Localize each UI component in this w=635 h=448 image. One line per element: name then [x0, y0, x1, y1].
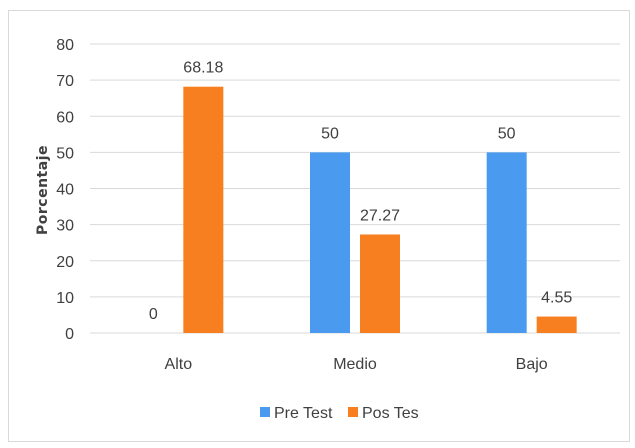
- data-label: 0: [149, 306, 158, 323]
- data-labels: 0 68.18 50 27.27 50 4.55: [149, 60, 572, 323]
- bars: [183, 86, 577, 333]
- bar-pos-tes-alto: [183, 86, 224, 333]
- y-tick-label: 30: [56, 218, 74, 235]
- bar-pos-tes-medio: [360, 234, 400, 333]
- y-tick-label: 50: [56, 145, 74, 162]
- data-label: 4.55: [541, 290, 572, 307]
- data-label: 50: [321, 125, 339, 142]
- data-label: 27.27: [360, 207, 400, 224]
- y-tick-label: 0: [65, 326, 74, 343]
- x-tick-label: Bajo: [516, 356, 548, 373]
- bar-pre-test-medio: [310, 152, 350, 333]
- x-axis-ticks: Alto Medio Bajo: [165, 356, 548, 373]
- data-label: 50: [498, 125, 516, 142]
- bar-pos-tes-bajo: [536, 316, 577, 333]
- x-tick-label: Alto: [165, 356, 193, 373]
- data-label: 68.18: [183, 60, 223, 77]
- gridlines: [90, 43, 620, 334]
- y-tick-label: 20: [56, 254, 74, 271]
- legend-label: Pre Test: [274, 405, 333, 422]
- y-axis-ticks: 0 10 20 30 40 50 60 70 80: [56, 37, 74, 343]
- y-tick-label: 80: [56, 37, 74, 54]
- y-axis-label: Porcentaje: [35, 145, 51, 235]
- legend-swatch: [260, 407, 270, 417]
- y-tick-label: 60: [56, 109, 74, 126]
- y-tick-label: 10: [56, 290, 74, 307]
- y-tick-label: 70: [56, 73, 74, 90]
- y-tick-label: 40: [56, 182, 74, 199]
- legend-swatch: [348, 407, 358, 417]
- bar-pre-test-bajo: [486, 152, 527, 333]
- legend-label: Pos Tes: [362, 405, 419, 422]
- x-tick-label: Medio: [333, 356, 377, 373]
- legend: Pre Test Pos Tes: [260, 405, 419, 422]
